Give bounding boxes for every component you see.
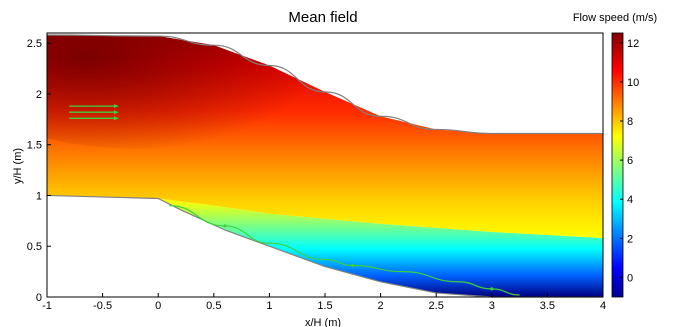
- chart-title: Mean field: [288, 9, 357, 26]
- y-tick-label: 2.5: [27, 38, 42, 50]
- x-axis-label: x/H (m): [305, 317, 341, 327]
- colorbar: 0 2 4 6 8 10 12: [611, 32, 639, 298]
- inflow-arrowhead: [113, 104, 119, 109]
- x-tick-label: -0.5: [93, 300, 112, 312]
- y-tick-label: 1.5: [27, 140, 42, 152]
- x-tick-label: 0: [155, 300, 161, 312]
- bottom-wall-line: [46, 194, 603, 298]
- streamline-marker: [490, 287, 494, 291]
- y-tick-label: 0: [36, 292, 42, 304]
- colorbar-tick-label: 10: [627, 77, 639, 89]
- colorbar-tick-label: 8: [627, 116, 633, 128]
- x-tick-label: -1: [42, 300, 52, 312]
- streamline-marker: [223, 224, 227, 228]
- x-tick-label: 3.5: [540, 300, 555, 312]
- top-wall-line: [46, 34, 603, 135]
- flow-overlays: [46, 34, 603, 298]
- inflow-arrowhead: [113, 116, 119, 121]
- x-tick-label: 2.5: [429, 300, 444, 312]
- x-tick-label: 4: [600, 300, 606, 312]
- y-tick-label: 1: [36, 190, 42, 202]
- colorbar-tick-label: 12: [627, 38, 639, 50]
- y-axis-label: y/H (m): [12, 148, 24, 184]
- colorbar-tick-label: 0: [627, 272, 633, 284]
- y-tick-label: 2: [36, 89, 42, 101]
- x-tick-label: 1: [266, 300, 272, 312]
- y-tick-label: 0.5: [27, 241, 42, 253]
- colorbar-tick-label: 4: [627, 194, 633, 206]
- x-tick-label: 2: [378, 300, 384, 312]
- x-axis: -1 -0.5 0 0.5 1 1.5 2 2.5 3 3.5 4: [42, 293, 606, 312]
- streamline-marker: [351, 263, 355, 268]
- x-tick-label: 1.5: [317, 300, 332, 312]
- x-tick-label: 0.5: [206, 300, 221, 312]
- y-axis: 0 0.5 1 1.5 2 2.5: [27, 38, 51, 304]
- colorbar-tick-label: 2: [627, 233, 633, 245]
- inflow-arrowhead: [113, 110, 119, 115]
- colorbar-gradient: [611, 32, 624, 298]
- x-tick-label: 3: [489, 300, 495, 312]
- colorbar-tick-label: 6: [627, 155, 633, 167]
- colorbar-title: Flow speed (m/s): [573, 12, 657, 24]
